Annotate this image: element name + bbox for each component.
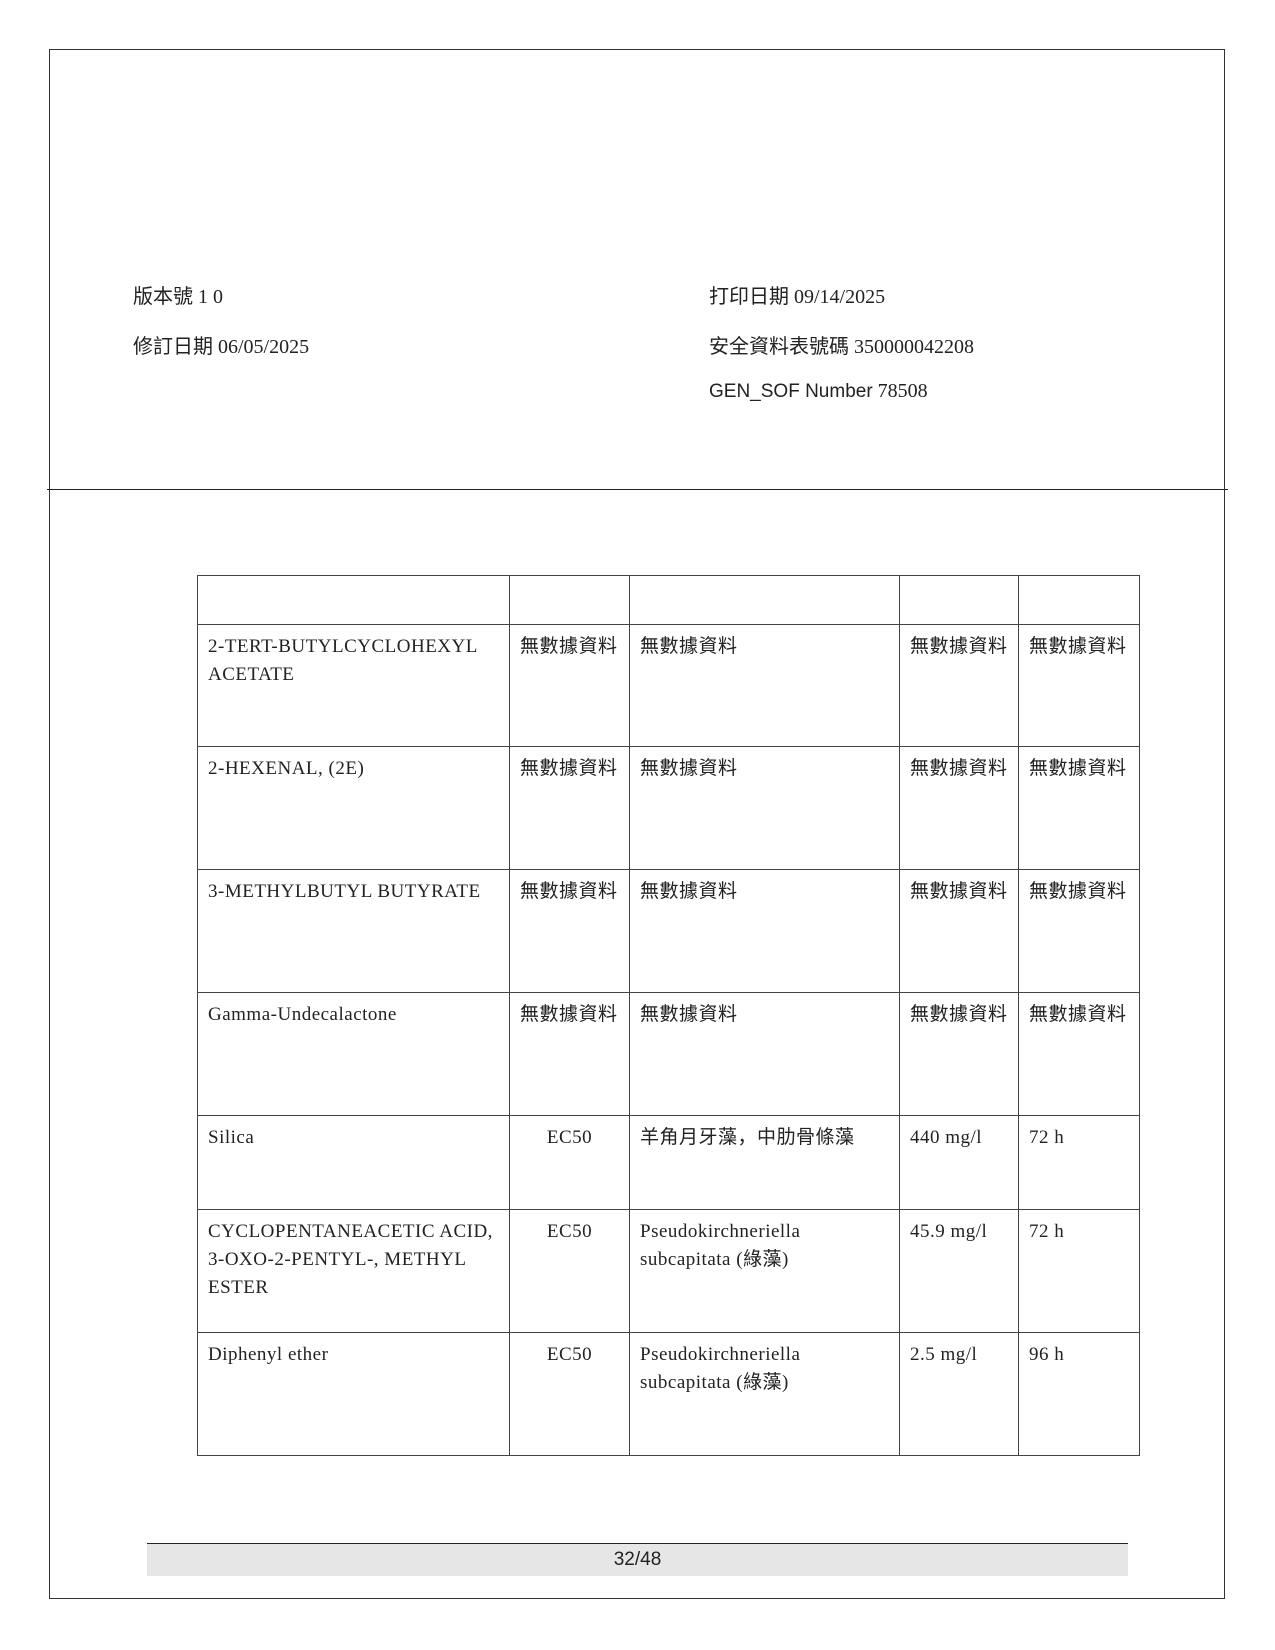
page-border bbox=[49, 49, 1225, 1599]
substance-cell: CYCLOPENTANEACETIC ACID, 3-OXO-2-PENTYL-… bbox=[197, 1209, 510, 1333]
table-row: CYCLOPENTANEACETIC ACID, 3-OXO-2-PENTYL-… bbox=[197, 1209, 1140, 1333]
endpoint-cell: EC50 bbox=[509, 1115, 630, 1210]
endpoint-cell: EC50 bbox=[509, 1209, 630, 1333]
header-cell bbox=[1018, 575, 1140, 625]
species-cell: Pseudokirchneriella subcapitata (綠藻) bbox=[629, 1209, 900, 1333]
gen-sof-number: GEN_SOF Number 78508 bbox=[709, 379, 928, 404]
header-divider bbox=[47, 489, 1228, 490]
sds-number: 安全資料表號碼 350000042208 bbox=[709, 336, 974, 358]
duration-cell: 無數據資料 bbox=[1018, 624, 1140, 747]
duration-cell: 無數據資料 bbox=[1018, 992, 1140, 1116]
value-cell: 無數據資料 bbox=[899, 746, 1019, 870]
value-cell: 2.5 mg/l bbox=[899, 1332, 1019, 1456]
table-header-row bbox=[197, 575, 1140, 625]
species-cell: 無數據資料 bbox=[629, 624, 900, 747]
print-date: 打印日期 09/14/2025 bbox=[709, 286, 886, 308]
page-footer: 32/48 bbox=[147, 1543, 1128, 1576]
duration-cell: 72 h bbox=[1018, 1209, 1140, 1333]
endpoint-cell: 無數據資料 bbox=[509, 992, 630, 1116]
value-cell: 440 mg/l bbox=[899, 1115, 1019, 1210]
value-cell: 45.9 mg/l bbox=[899, 1209, 1019, 1333]
table-row: 3-METHYLBUTYL BUTYRATE 無數據資料 無數據資料 無數據資料… bbox=[197, 869, 1140, 993]
substance-cell: 2-TERT-BUTYLCYCLOHEXYL ACETATE bbox=[197, 624, 510, 747]
version-number: 版本號 1 0 bbox=[133, 286, 223, 308]
page-number: 32/48 bbox=[613, 1549, 662, 1570]
species-cell: 無數據資料 bbox=[629, 746, 900, 870]
duration-cell: 72 h bbox=[1018, 1115, 1140, 1210]
substance-cell: Silica bbox=[197, 1115, 510, 1210]
header-cell bbox=[899, 575, 1019, 625]
species-cell: 無數據資料 bbox=[629, 992, 900, 1116]
header-cell bbox=[509, 575, 630, 625]
species-cell: 無數據資料 bbox=[629, 869, 900, 993]
species-cell: Pseudokirchneriella subcapitata (綠藻) bbox=[629, 1332, 900, 1456]
value-cell: 無數據資料 bbox=[899, 624, 1019, 747]
table-row: 2-TERT-BUTYLCYCLOHEXYL ACETATE 無數據資料 無數據… bbox=[197, 624, 1140, 747]
duration-cell: 96 h bbox=[1018, 1332, 1140, 1456]
table-row: Diphenyl ether EC50 Pseudokirchneriella … bbox=[197, 1332, 1140, 1456]
endpoint-cell: 無數據資料 bbox=[509, 746, 630, 870]
substance-cell: 2-HEXENAL, (2E) bbox=[197, 746, 510, 870]
duration-cell: 無數據資料 bbox=[1018, 869, 1140, 993]
endpoint-cell: EC50 bbox=[509, 1332, 630, 1456]
gen-sof-value: 78508 bbox=[877, 380, 928, 402]
substance-cell: Diphenyl ether bbox=[197, 1332, 510, 1456]
table-row: Gamma-Undecalactone 無數據資料 無數據資料 無數據資料 無數… bbox=[197, 992, 1140, 1116]
table-row: Silica EC50 羊角月牙藻，中肋骨條藻 440 mg/l 72 h bbox=[197, 1115, 1140, 1210]
header-cell bbox=[629, 575, 900, 625]
ecotoxicity-table: 2-TERT-BUTYLCYCLOHEXYL ACETATE 無數據資料 無數據… bbox=[197, 575, 1140, 1456]
species-cell: 羊角月牙藻，中肋骨條藻 bbox=[629, 1115, 900, 1210]
value-cell: 無數據資料 bbox=[899, 992, 1019, 1116]
gen-sof-label: GEN_SOF Number bbox=[709, 381, 873, 402]
value-cell: 無數據資料 bbox=[899, 869, 1019, 993]
endpoint-cell: 無數據資料 bbox=[509, 624, 630, 747]
duration-cell: 無數據資料 bbox=[1018, 746, 1140, 870]
endpoint-cell: 無數據資料 bbox=[509, 869, 630, 993]
revision-date: 修訂日期 06/05/2025 bbox=[133, 336, 310, 358]
substance-cell: 3-METHYLBUTYL BUTYRATE bbox=[197, 869, 510, 993]
substance-cell: Gamma-Undecalactone bbox=[197, 992, 510, 1116]
header-cell bbox=[197, 575, 510, 625]
table-row: 2-HEXENAL, (2E) 無數據資料 無數據資料 無數據資料 無數據資料 bbox=[197, 746, 1140, 870]
